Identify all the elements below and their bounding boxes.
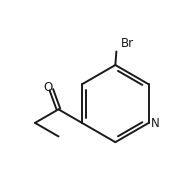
Text: N: N	[151, 117, 160, 130]
Text: O: O	[44, 81, 53, 94]
Text: Br: Br	[121, 37, 134, 50]
